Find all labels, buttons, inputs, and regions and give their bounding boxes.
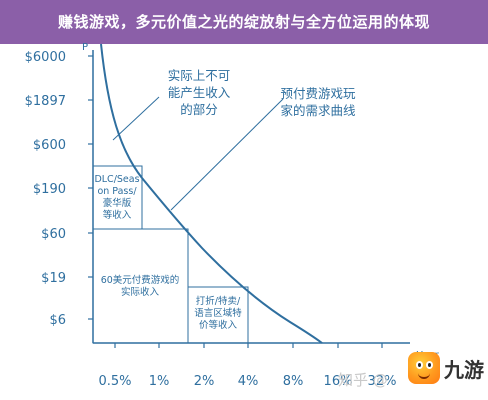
region-sale-label: 打折/特卖/ xyxy=(196,295,241,307)
title-banner xyxy=(0,0,488,44)
page-title: 赚钱游戏，多元价值之光的绽放射与全方位运用的体现 xyxy=(57,13,430,31)
note-curve-label: 家的需求曲线 xyxy=(280,103,356,118)
note-impossible-label: 能产生收入 xyxy=(168,85,231,100)
y-tick-label: $6 xyxy=(49,313,66,328)
x-tick-label: 8% xyxy=(283,374,304,389)
y-axis-title: P xyxy=(82,42,88,53)
region-dlc-label: on Pass/ xyxy=(97,186,137,197)
y-tick-label: $19 xyxy=(41,271,66,286)
region-sale-label: 价等收入 xyxy=(199,319,238,331)
y-tick-label: $6000 xyxy=(25,50,66,65)
region-sale-label: 语言区域特 xyxy=(194,307,242,319)
note-curve-label: 预付费游戏玩 xyxy=(280,86,356,101)
jiuyou-brand-text: 九游 xyxy=(444,358,484,382)
region-dlc-label: 豪华版 xyxy=(103,197,132,209)
note-impossible-label: 实际上不可 xyxy=(168,68,231,83)
note-curve-pointer xyxy=(170,98,284,211)
zhihu-watermark: 知乎 @ xyxy=(338,371,388,389)
y-tick-label: $600 xyxy=(33,138,66,153)
region-sale-box xyxy=(187,286,249,344)
y-tick-label: $60 xyxy=(41,227,66,242)
x-tick-label: 2% xyxy=(194,374,215,389)
region-dlc-label: 等收入 xyxy=(103,209,132,221)
y-tick-label: $1897 xyxy=(25,94,66,109)
y-tick-label: $190 xyxy=(33,182,66,197)
jiuyou-logo-icon xyxy=(408,352,440,384)
demand-curve-line xyxy=(100,43,323,344)
region-60-label: 实际收入 xyxy=(121,286,160,298)
x-tick-label: 32% xyxy=(368,374,397,389)
note-impossible-label: 的部分 xyxy=(180,102,218,117)
x-tick-label: 0.5% xyxy=(98,374,131,389)
region-dlc-label: DLC/Seas xyxy=(94,174,139,185)
region-60-label: 60美元付费游戏的 xyxy=(101,274,180,286)
note-impossible-pointer xyxy=(112,96,160,141)
x-tick-label: 1% xyxy=(149,374,170,389)
x-tick-label: 16% xyxy=(324,374,353,389)
region-60-box xyxy=(92,228,189,344)
x-tick-label: 4% xyxy=(238,374,259,389)
